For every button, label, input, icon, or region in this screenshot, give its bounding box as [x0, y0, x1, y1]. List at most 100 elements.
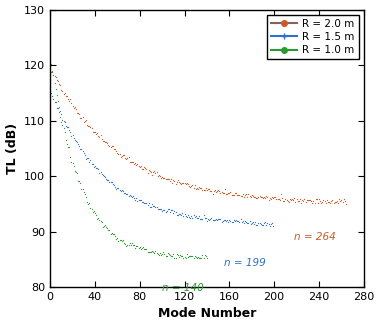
Point: [213, 190, 219, 195]
Point: [163, 209, 169, 215]
Point: [137, 244, 143, 249]
Point: [83, 156, 89, 161]
Point: [54, 105, 60, 110]
Point: [339, 200, 345, 205]
Point: [212, 218, 218, 223]
Point: [129, 194, 135, 200]
Point: [48, 69, 54, 74]
Point: [127, 241, 133, 246]
Point: [182, 180, 188, 185]
Point: [150, 169, 156, 174]
Point: [338, 198, 344, 203]
Point: [228, 192, 234, 197]
Point: [203, 254, 209, 259]
Point: [239, 193, 245, 198]
Point: [267, 196, 273, 201]
Point: [235, 218, 241, 223]
Point: [184, 215, 190, 220]
Point: [228, 220, 234, 225]
Point: [66, 127, 72, 132]
Point: [279, 196, 285, 201]
Point: [228, 219, 234, 224]
Point: [256, 221, 263, 226]
Point: [244, 195, 250, 200]
Point: [118, 155, 124, 160]
Point: [77, 181, 83, 186]
Point: [175, 212, 181, 217]
Point: [337, 199, 344, 204]
Point: [103, 176, 109, 182]
Point: [109, 180, 115, 185]
Point: [122, 242, 128, 247]
Point: [103, 140, 109, 145]
Point: [213, 216, 219, 221]
Point: [244, 220, 250, 225]
Point: [121, 190, 127, 196]
Point: [223, 191, 229, 196]
Point: [188, 254, 194, 259]
Point: [183, 182, 189, 187]
Point: [78, 186, 84, 192]
Point: [52, 81, 58, 86]
Point: [59, 117, 65, 122]
Point: [93, 165, 99, 170]
Point: [293, 200, 299, 205]
Point: [139, 245, 145, 250]
Point: [104, 141, 110, 146]
Point: [316, 197, 322, 202]
Point: [120, 237, 126, 243]
Point: [162, 176, 168, 181]
Point: [187, 215, 193, 221]
Point: [190, 185, 196, 190]
Point: [94, 130, 100, 136]
Point: [200, 187, 206, 193]
Point: [119, 239, 125, 244]
Point: [194, 215, 200, 220]
Point: [232, 190, 238, 196]
Point: [301, 196, 307, 201]
Point: [312, 201, 318, 206]
Point: [310, 199, 317, 204]
Point: [234, 193, 240, 198]
Point: [173, 210, 179, 215]
Point: [252, 219, 258, 224]
Point: [132, 197, 138, 202]
Point: [57, 109, 63, 114]
Point: [84, 199, 90, 204]
Point: [143, 200, 149, 205]
Point: [93, 131, 99, 137]
Point: [170, 210, 176, 215]
Point: [128, 242, 134, 247]
Point: [179, 211, 185, 216]
Point: [307, 198, 313, 203]
Point: [111, 231, 117, 236]
Point: [291, 196, 298, 201]
Point: [64, 94, 70, 99]
Point: [94, 166, 100, 171]
Y-axis label: TL (dB): TL (dB): [6, 123, 19, 174]
Point: [232, 218, 238, 224]
Point: [218, 220, 225, 225]
Point: [241, 220, 247, 226]
Point: [178, 254, 184, 259]
Point: [142, 200, 148, 205]
Point: [190, 213, 196, 218]
Point: [176, 254, 182, 259]
Point: [123, 244, 129, 249]
Point: [193, 186, 199, 192]
Point: [141, 247, 147, 252]
Point: [297, 196, 303, 201]
Point: [177, 212, 183, 217]
Point: [185, 255, 191, 260]
Point: [198, 256, 204, 261]
Point: [189, 215, 195, 220]
Point: [95, 216, 101, 221]
Point: [83, 194, 89, 200]
Point: [118, 189, 124, 194]
Point: [233, 190, 239, 195]
Point: [70, 132, 76, 138]
Point: [89, 126, 95, 131]
Point: [104, 225, 110, 230]
Point: [70, 160, 76, 166]
Point: [73, 139, 79, 144]
